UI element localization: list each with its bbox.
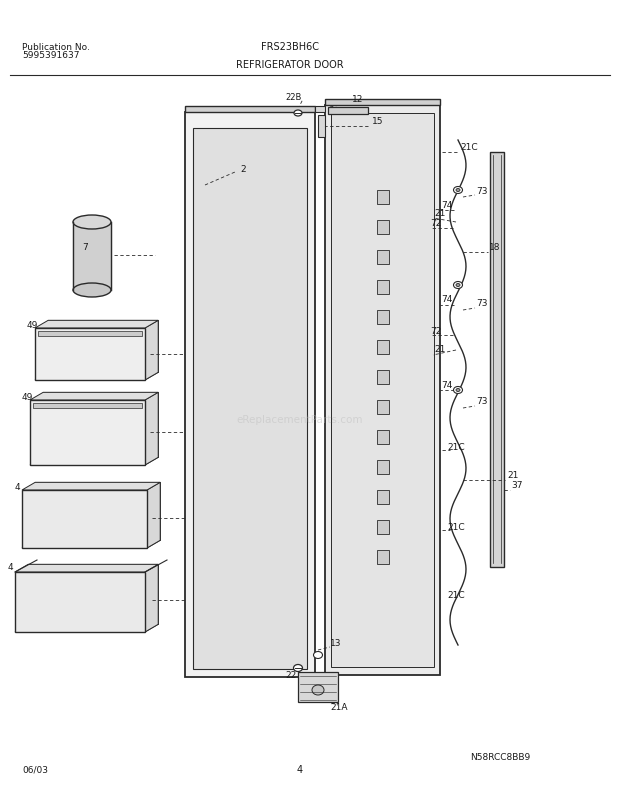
Ellipse shape <box>73 283 111 297</box>
Text: 21: 21 <box>434 209 445 218</box>
Text: FRS23BH6C: FRS23BH6C <box>261 42 319 52</box>
Polygon shape <box>35 372 158 380</box>
Text: 74: 74 <box>441 381 453 391</box>
Text: 73: 73 <box>476 299 487 309</box>
Ellipse shape <box>456 388 460 391</box>
Bar <box>325 105 440 675</box>
Bar <box>377 460 389 474</box>
Bar <box>377 520 389 534</box>
Text: 49: 49 <box>22 392 33 402</box>
Polygon shape <box>35 482 160 540</box>
Polygon shape <box>28 565 158 624</box>
Bar <box>377 190 389 204</box>
Polygon shape <box>35 320 158 328</box>
Text: N58RCC8BB9: N58RCC8BB9 <box>470 753 530 761</box>
Polygon shape <box>73 222 111 290</box>
Text: 74: 74 <box>441 202 453 210</box>
Ellipse shape <box>453 282 463 288</box>
Bar <box>377 280 389 294</box>
Text: 4: 4 <box>15 483 20 491</box>
Text: eReplacementParts.com: eReplacementParts.com <box>237 415 363 425</box>
Text: 49: 49 <box>27 321 38 330</box>
Text: 22: 22 <box>285 672 296 680</box>
Bar <box>377 250 389 264</box>
Text: 06/03: 06/03 <box>22 765 48 774</box>
Text: 72: 72 <box>430 326 441 336</box>
Bar <box>15 572 145 632</box>
Bar <box>328 107 368 114</box>
Text: 12: 12 <box>352 95 363 105</box>
Ellipse shape <box>314 652 322 658</box>
Text: 21C: 21C <box>447 442 464 452</box>
Text: 73: 73 <box>476 398 487 407</box>
Bar <box>33 403 142 408</box>
Bar <box>30 400 145 465</box>
Polygon shape <box>30 457 158 465</box>
Polygon shape <box>325 99 440 105</box>
Bar <box>185 112 315 677</box>
Text: 21C: 21C <box>447 522 464 531</box>
Text: 21C: 21C <box>460 144 477 152</box>
Ellipse shape <box>312 685 324 695</box>
Bar <box>331 113 434 667</box>
Text: 2: 2 <box>240 165 246 175</box>
Polygon shape <box>22 540 160 548</box>
Bar <box>490 152 504 567</box>
Bar <box>35 328 145 380</box>
Text: REFRIGERATOR DOOR: REFRIGERATOR DOOR <box>236 60 344 70</box>
Polygon shape <box>22 482 160 490</box>
Bar <box>377 550 389 564</box>
Bar <box>377 310 389 324</box>
Polygon shape <box>145 320 158 380</box>
Bar <box>377 430 389 444</box>
Text: 18: 18 <box>489 244 500 252</box>
Text: 73: 73 <box>476 187 487 195</box>
Text: 7: 7 <box>82 244 88 252</box>
Polygon shape <box>185 106 315 112</box>
Ellipse shape <box>453 187 463 194</box>
Ellipse shape <box>73 215 111 229</box>
Text: 4: 4 <box>8 564 14 572</box>
Polygon shape <box>315 106 325 112</box>
Text: 21: 21 <box>507 472 518 480</box>
Ellipse shape <box>453 387 463 394</box>
Bar <box>377 400 389 414</box>
Polygon shape <box>30 392 158 400</box>
Polygon shape <box>145 565 158 632</box>
Text: 74: 74 <box>441 295 453 305</box>
Bar <box>318 115 325 137</box>
Polygon shape <box>15 565 158 572</box>
Text: 21: 21 <box>434 345 445 354</box>
Ellipse shape <box>293 665 303 672</box>
Polygon shape <box>15 624 158 632</box>
Text: 21C: 21C <box>447 591 464 599</box>
Bar <box>22 490 147 548</box>
Polygon shape <box>48 320 158 372</box>
Text: Publication No.: Publication No. <box>22 43 90 52</box>
Ellipse shape <box>456 283 460 287</box>
Bar <box>377 370 389 384</box>
Polygon shape <box>147 482 160 548</box>
Text: 72: 72 <box>430 219 441 229</box>
Ellipse shape <box>456 188 460 191</box>
Bar <box>298 672 338 702</box>
Polygon shape <box>145 392 158 465</box>
Text: 4: 4 <box>297 765 303 775</box>
Polygon shape <box>43 392 158 457</box>
Text: 15: 15 <box>372 118 384 126</box>
Ellipse shape <box>294 110 302 116</box>
Bar <box>193 128 307 669</box>
Bar <box>377 490 389 504</box>
Text: 37: 37 <box>511 481 523 491</box>
Text: 13: 13 <box>330 639 342 649</box>
Bar <box>38 331 142 336</box>
Bar <box>377 340 389 354</box>
Text: 21A: 21A <box>330 703 347 712</box>
Text: 22B: 22B <box>285 92 301 102</box>
Bar <box>377 220 389 234</box>
Text: 5995391637: 5995391637 <box>22 52 79 60</box>
